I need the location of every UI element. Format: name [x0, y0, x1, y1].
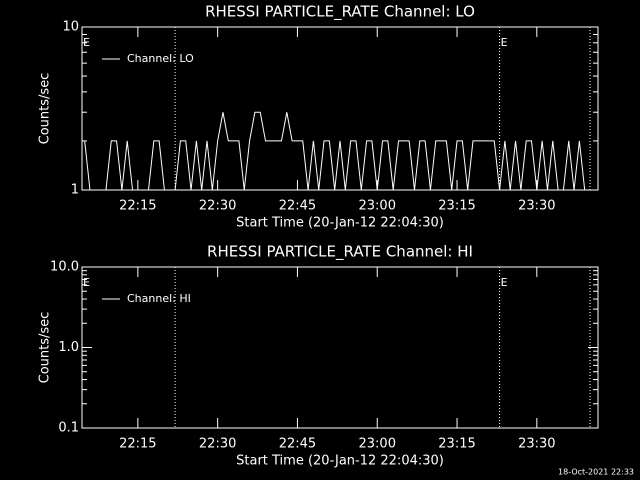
- y-tick-label: 1: [71, 183, 79, 198]
- chart-title: RHESSI PARTICLE_RATE Channel: LO: [205, 3, 475, 22]
- event-label: E: [501, 276, 508, 289]
- x-tick-label: 22:30: [199, 437, 236, 452]
- x-tick-label: 23:30: [518, 437, 555, 452]
- legend-label: Channel: HI: [127, 292, 191, 305]
- y-axis-label: Counts/sec: [38, 312, 53, 384]
- x-tick-label: 23:00: [359, 437, 396, 452]
- chart-title: RHESSI PARTICLE_RATE Channel: HI: [207, 243, 473, 262]
- y-tick-label: 10.0: [50, 260, 79, 275]
- x-tick-label: 22:45: [279, 437, 316, 452]
- x-axis-label: Start Time (20-Jan-12 22:04:30): [236, 216, 444, 231]
- y-tick-label: 10: [62, 20, 79, 35]
- x-tick-label: 22:15: [119, 437, 156, 452]
- x-axis-label: Start Time (20-Jan-12 22:04:30): [236, 454, 444, 469]
- x-tick-label: 23:15: [438, 437, 475, 452]
- plot-frame: [81, 26, 599, 191]
- x-tick-label: 23:15: [438, 199, 475, 214]
- legend-label: Channel: LO: [127, 52, 194, 65]
- y-axis-label: Counts/sec: [38, 73, 53, 145]
- y-tick-label: 1.0: [58, 340, 79, 355]
- data-line: [84, 111, 591, 191]
- footer: 18-Oct-2021 22:33: [558, 468, 634, 477]
- event-label: E: [501, 36, 508, 49]
- event-label: E: [83, 36, 90, 49]
- x-tick-label: 22:15: [119, 199, 156, 214]
- x-tick-label: 22:45: [279, 199, 316, 214]
- x-tick-label: 23:30: [518, 199, 555, 214]
- event-label: E: [83, 276, 90, 289]
- x-tick-label: 23:00: [359, 199, 396, 214]
- y-tick-label: 0.1: [58, 421, 79, 436]
- x-tick-label: 22:30: [199, 199, 236, 214]
